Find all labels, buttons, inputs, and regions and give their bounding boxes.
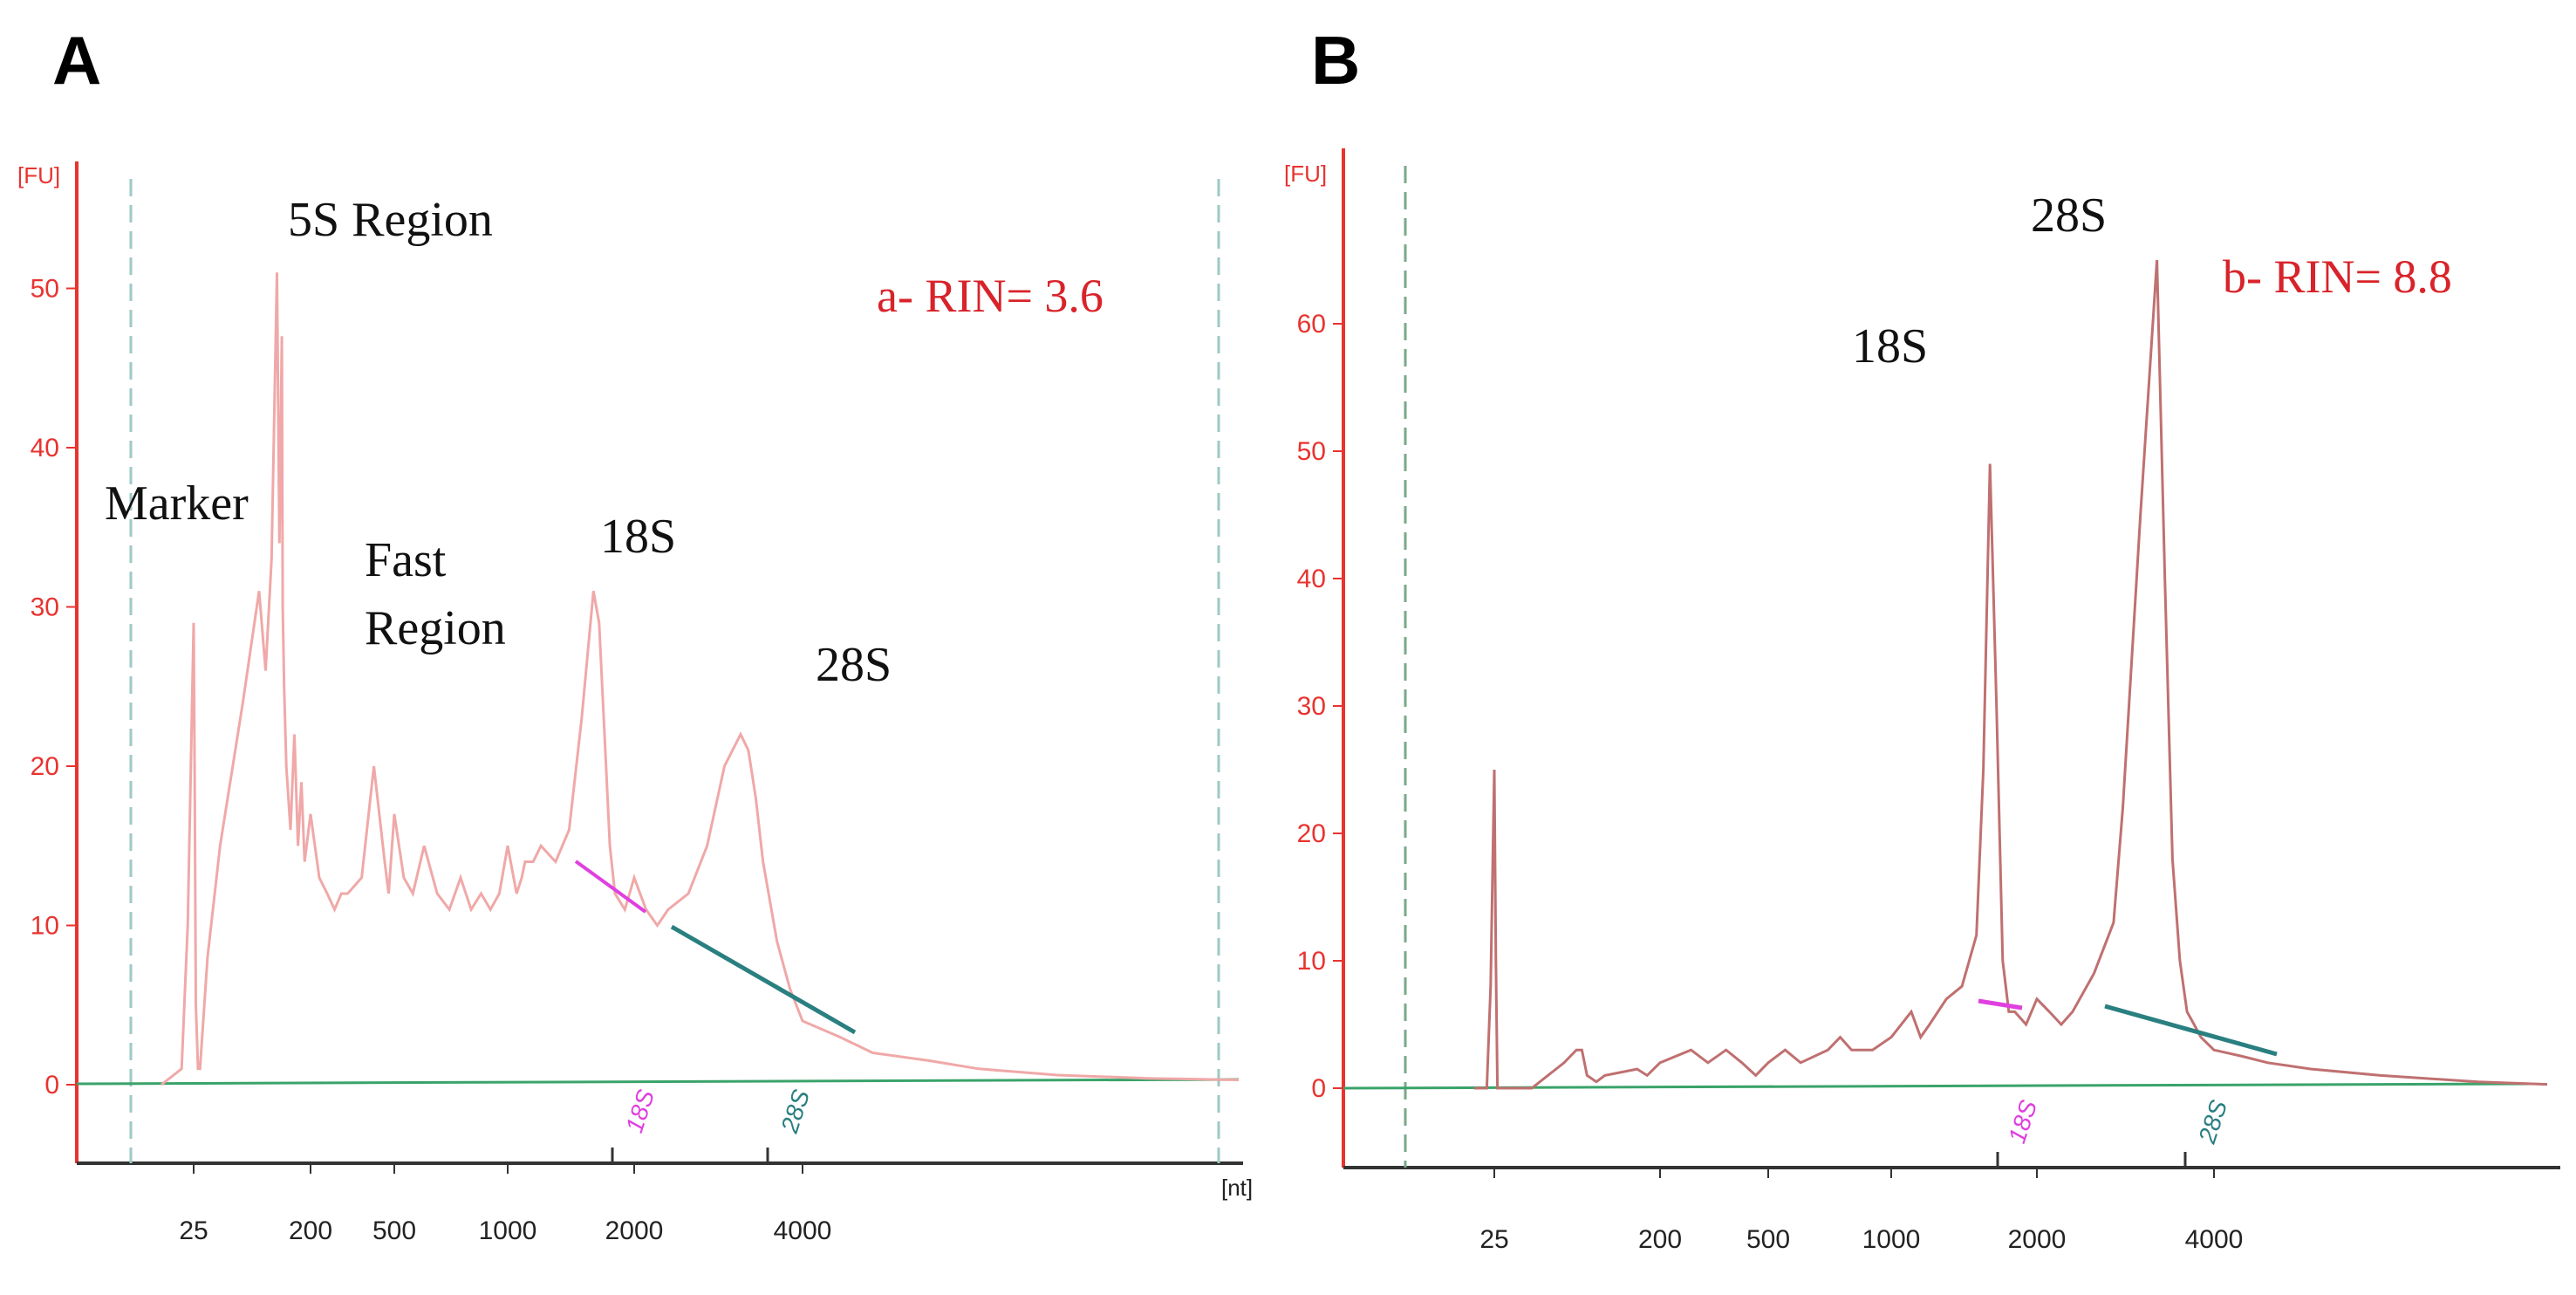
y-tick-label-50: 50 — [1297, 437, 1326, 466]
panel-a-28s-segment — [670, 924, 857, 1035]
panel-b-x-tick-25: 25 — [1479, 1225, 1508, 1254]
panel-a-x-tick-25: 25 — [179, 1216, 208, 1245]
panel-a-x-ticks: 25 200 500 1000 2000 4000 — [179, 1163, 831, 1245]
panel-b-x-tick-4000: 4000 — [2185, 1225, 2244, 1254]
y-tick-label-0: 0 — [44, 1071, 59, 1100]
y-tick-label-40: 40 — [1297, 565, 1326, 593]
panel-b-x-ticks: 25 200 500 1000 2000 4000 — [1479, 1168, 2243, 1254]
panel-a-28s-fragment-label: 28S — [776, 1086, 815, 1137]
panel-a-18s-fragment-label: 18S — [620, 1086, 659, 1136]
panel-a: A [FU] [nt] 0 10 20 30 40 50 25 200 500 1000 … — [17, 22, 1253, 1245]
y-tick-label-20: 20 — [1297, 819, 1326, 848]
panel-a-18s-label: 18S — [600, 510, 676, 564]
y-tick-label-30: 30 — [1297, 692, 1326, 721]
panel-a-x-tick-4000: 4000 — [774, 1216, 832, 1245]
y-tick-label-40: 40 — [31, 434, 59, 462]
y-tick-label-20: 20 — [31, 752, 59, 781]
panel-b-rin-label: b- RIN= 8.8 — [2223, 250, 2452, 303]
panel-a-x-unit: [nt] — [1221, 1175, 1253, 1201]
panel-a-x-tick-500: 500 — [372, 1216, 416, 1245]
panel-b-y-unit: [FU] — [1284, 161, 1327, 187]
panel-b: B [FU] 0 10 20 30 40 50 60 25 200 500 1000 200… — [1284, 22, 2560, 1254]
panel-a-marker-label: Marker — [105, 476, 249, 531]
panel-b-trace — [1474, 259, 2548, 1090]
y-tick-label-10: 10 — [1297, 947, 1326, 976]
panel-a-fast-label: Fast — [365, 533, 447, 587]
panel-b-18s-fragment-label: 18S — [2003, 1097, 2042, 1147]
panel-b-y-ticks: 0 10 20 30 40 50 60 — [1297, 310, 1343, 1103]
panel-a-28s-label: 28S — [816, 638, 892, 692]
panel-a-region-label: Region — [365, 601, 506, 655]
panel-b-18s-label: 18S — [1852, 319, 1928, 373]
panel-a-5s-region-label: 5S Region — [288, 193, 493, 247]
y-tick-label-10: 10 — [31, 912, 59, 941]
panel-b-28s-segment — [2104, 1004, 2278, 1057]
panel-a-x-tick-1000: 1000 — [479, 1216, 537, 1245]
panel-a-y-unit: [FU] — [17, 162, 60, 188]
panel-a-letter: A — [52, 22, 101, 99]
panel-b-x-tick-500: 500 — [1746, 1225, 1790, 1254]
panel-b-18s-segment — [1978, 998, 2023, 1011]
panel-a-rin-label: a- RIN= 3.6 — [877, 270, 1104, 322]
panel-a-18s-segment — [574, 860, 647, 914]
panel-b-x-tick-2000: 2000 — [2008, 1225, 2067, 1254]
y-tick-label-30: 30 — [31, 593, 59, 622]
y-tick-label-0: 0 — [1311, 1074, 1326, 1103]
panel-a-y-ticks: 0 10 20 30 40 50 — [31, 275, 77, 1100]
panel-a-x-tick-2000: 2000 — [605, 1216, 664, 1245]
panel-b-28s-fragment-label: 28S — [2193, 1097, 2232, 1148]
panel-a-trace — [161, 272, 1240, 1086]
panel-b-28s-label: 28S — [2031, 188, 2107, 243]
panel-b-x-tick-200: 200 — [1638, 1225, 1682, 1254]
y-tick-label-60: 60 — [1297, 310, 1326, 339]
panel-b-baseline — [1343, 1082, 2531, 1090]
panel-b-letter: B — [1311, 22, 1360, 99]
panel-a-baseline — [76, 1078, 1240, 1086]
panel-a-x-tick-200: 200 — [289, 1216, 332, 1245]
panel-b-x-tick-1000: 1000 — [1862, 1225, 1921, 1254]
y-tick-label-50: 50 — [31, 275, 59, 304]
